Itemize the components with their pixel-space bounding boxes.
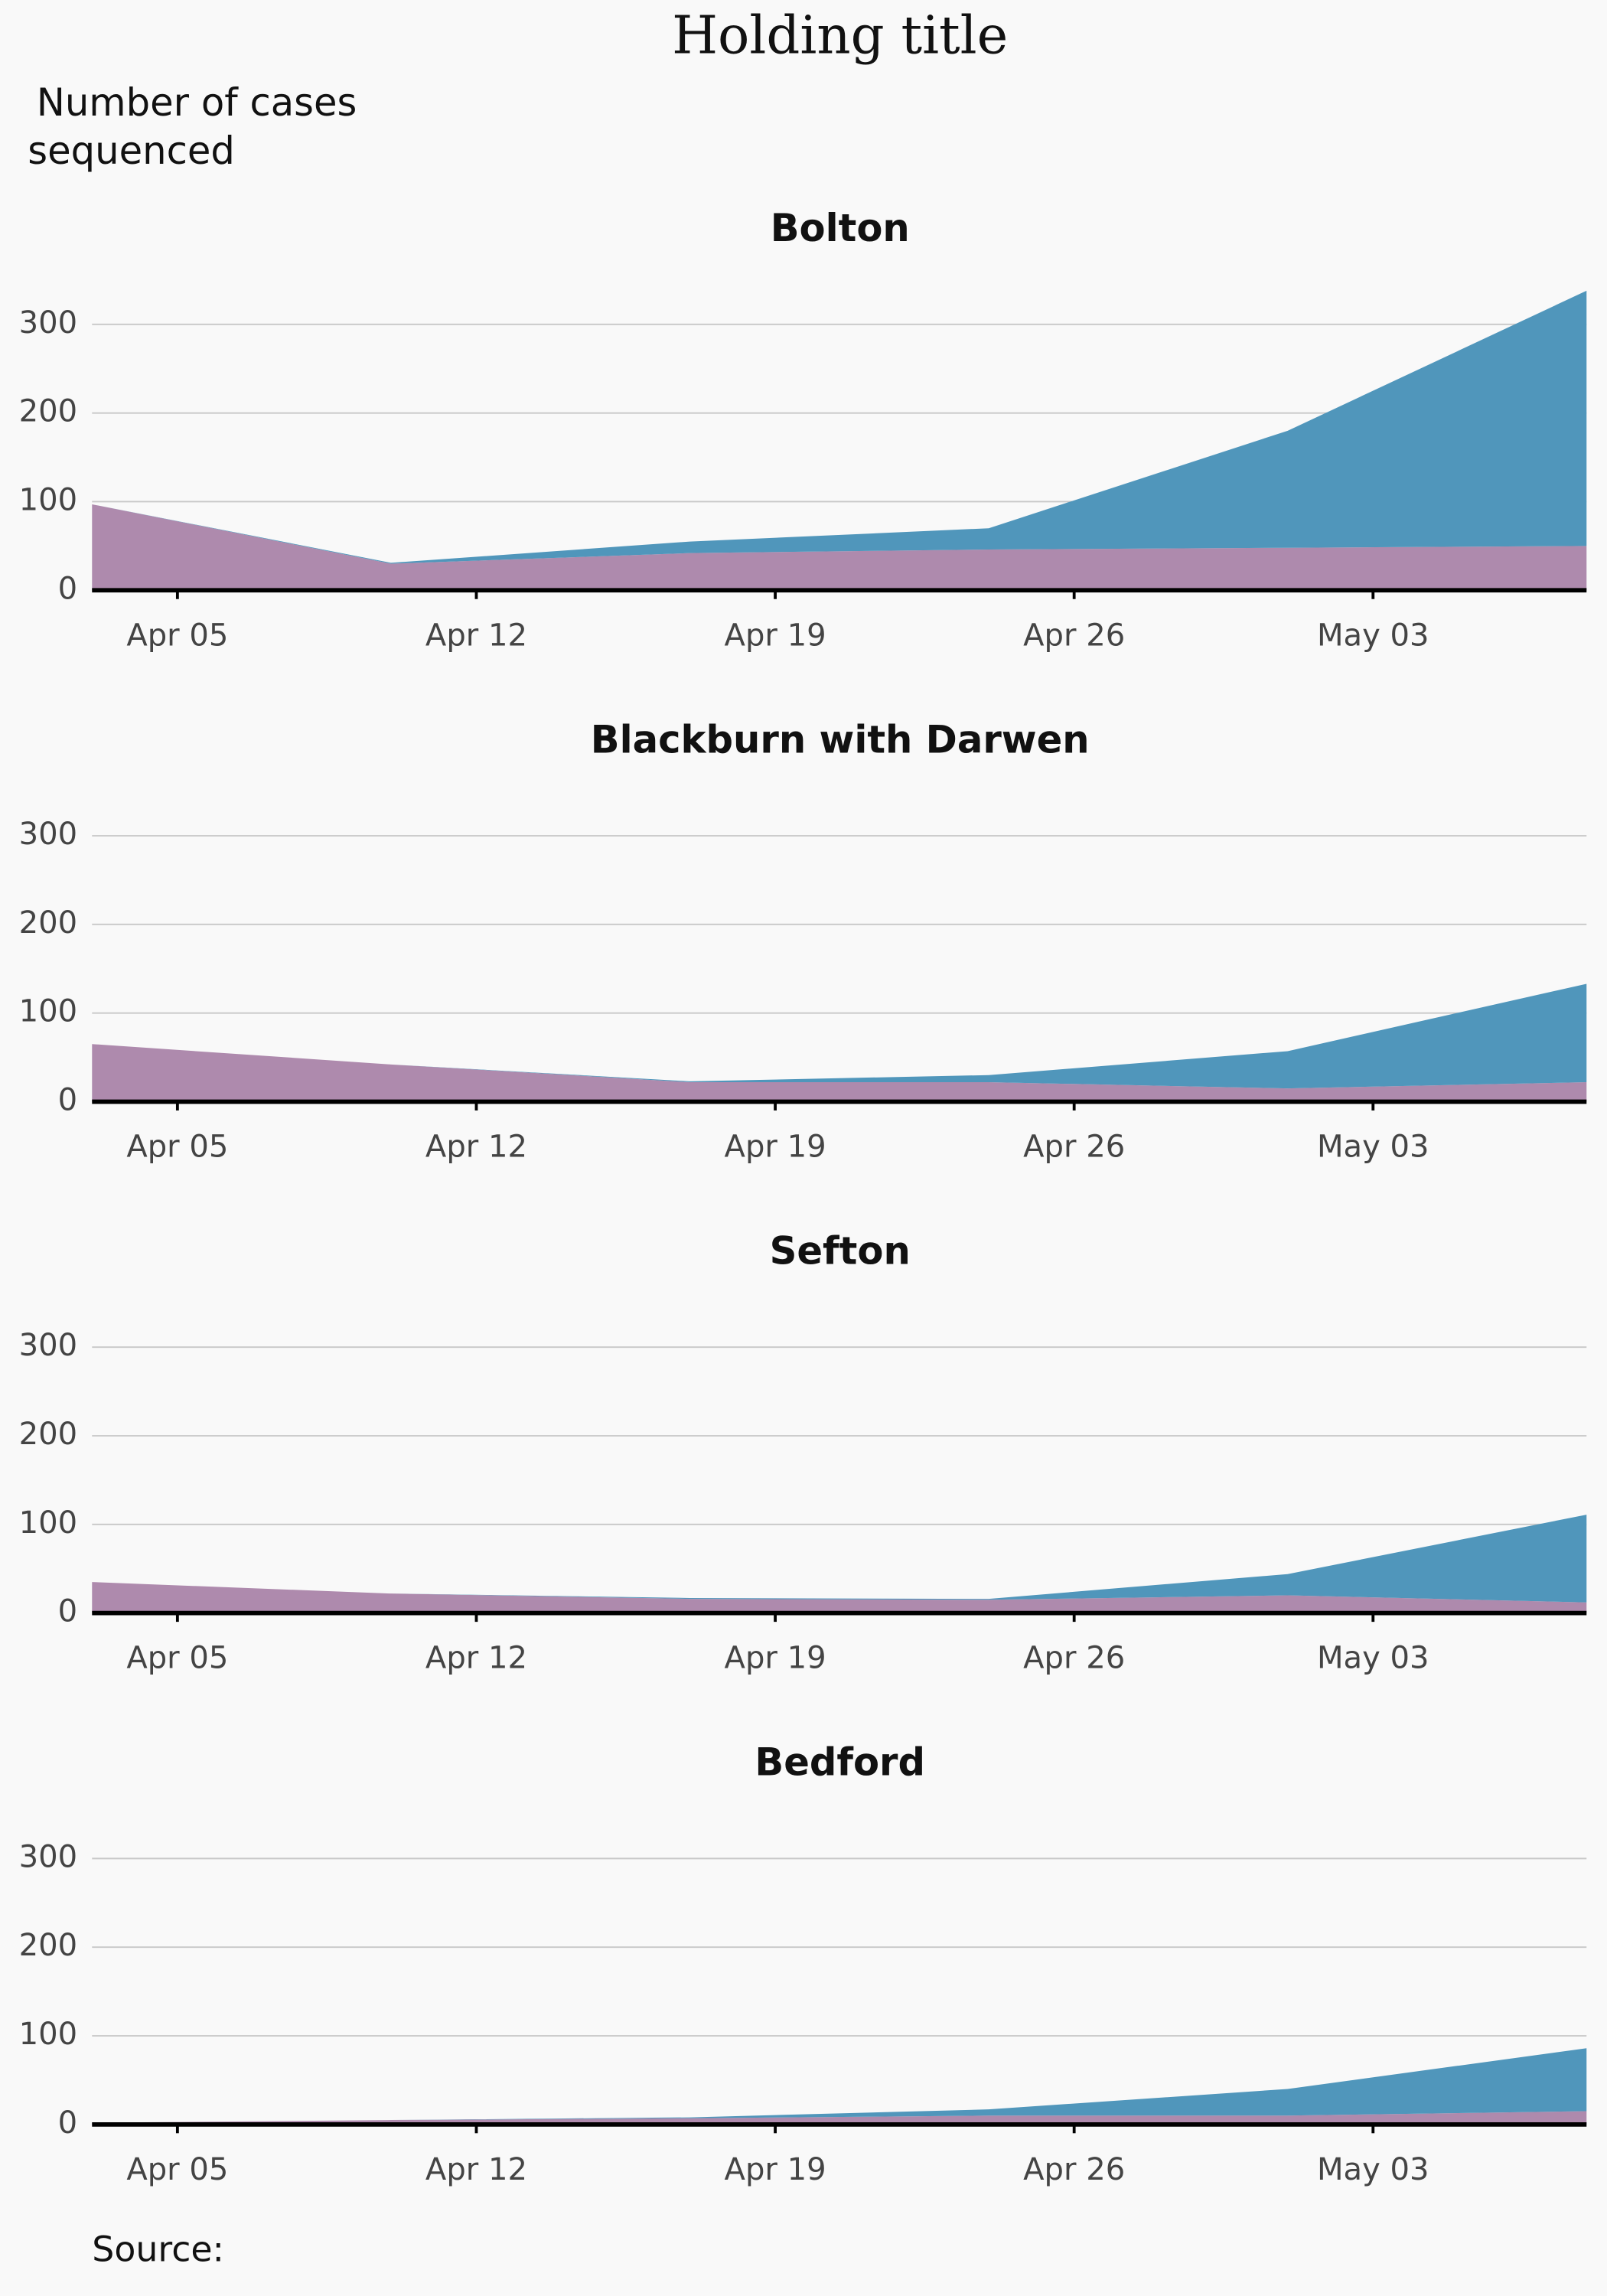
x-tick-label: Apr 05 xyxy=(126,618,228,653)
y-tick-label: 200 xyxy=(19,905,78,941)
y-tick-label: 100 xyxy=(19,1505,78,1541)
y-tick-label: 200 xyxy=(19,1928,78,1963)
y-tick-label: 300 xyxy=(19,817,78,852)
x-tick-label: Apr 26 xyxy=(1023,1130,1125,1165)
x-tick-label: May 03 xyxy=(1317,2152,1429,2187)
x-tick-label: Apr 26 xyxy=(1023,1641,1125,1676)
area xyxy=(92,1044,1587,1102)
y-axis-label: Number of cases xyxy=(37,80,357,125)
y-tick-label: 200 xyxy=(19,1417,78,1452)
x-tick-label: Apr 12 xyxy=(425,1130,527,1165)
x-tick-label: May 03 xyxy=(1317,618,1429,653)
x-tick-label: Apr 19 xyxy=(725,1130,826,1165)
chart-title: Holding title xyxy=(672,5,1008,67)
x-tick-label: Apr 05 xyxy=(126,2152,228,2187)
area xyxy=(92,2048,1587,2123)
panel-title: Blackburn with Darwen xyxy=(591,717,1090,762)
y-tick-label: 200 xyxy=(19,394,78,429)
x-tick-label: Apr 05 xyxy=(126,1130,228,1165)
y-tick-label: 300 xyxy=(19,1839,78,1874)
panel-title: Sefton xyxy=(770,1229,911,1274)
x-tick-label: May 03 xyxy=(1317,1130,1429,1165)
y-tick-label: 100 xyxy=(19,994,78,1029)
source: Source: xyxy=(92,2228,224,2269)
y-tick-label: 0 xyxy=(58,571,78,606)
y-tick-label: 0 xyxy=(58,1082,78,1117)
y-tick-label: 100 xyxy=(19,482,78,517)
area xyxy=(92,290,1587,564)
x-tick-label: Apr 19 xyxy=(725,618,826,653)
x-tick-label: Apr 12 xyxy=(425,618,527,653)
y-tick-label: 300 xyxy=(19,1328,78,1363)
panel-title: Bedford xyxy=(755,1740,925,1785)
y-axis-label: sequenced xyxy=(28,129,235,173)
y-tick-label: 0 xyxy=(58,1594,78,1629)
x-tick-label: Apr 05 xyxy=(126,1641,228,1676)
y-tick-label: 100 xyxy=(19,2017,78,2052)
area xyxy=(92,2111,1587,2125)
y-tick-label: 300 xyxy=(19,305,78,341)
x-tick-label: Apr 19 xyxy=(725,1641,826,1676)
x-tick-label: Apr 26 xyxy=(1023,618,1125,653)
area xyxy=(92,504,1587,591)
area xyxy=(92,1582,1587,1613)
x-tick-label: Apr 12 xyxy=(425,1641,527,1676)
x-tick-label: Apr 19 xyxy=(725,2152,826,2187)
x-tick-label: Apr 12 xyxy=(425,2152,527,2187)
area xyxy=(92,1515,1587,1603)
panel-title: Bolton xyxy=(771,206,910,250)
y-tick-label: 0 xyxy=(58,2105,78,2141)
x-tick-label: Apr 26 xyxy=(1023,2152,1125,2187)
x-tick-label: May 03 xyxy=(1317,1641,1429,1676)
area xyxy=(92,983,1587,1089)
